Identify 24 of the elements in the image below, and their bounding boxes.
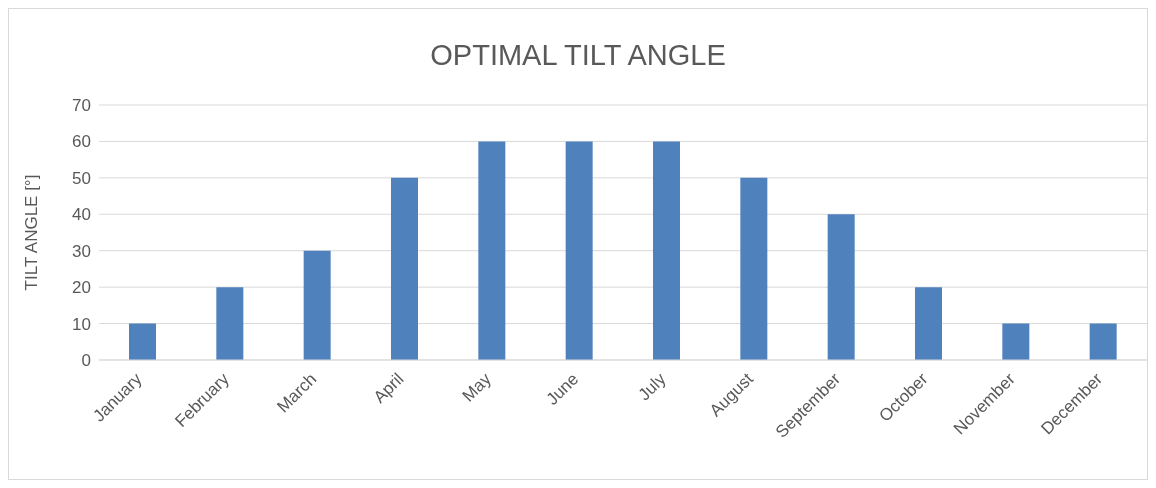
chart-title: OPTIMAL TILT ANGLE bbox=[429, 38, 727, 73]
y-tick-label: 30 bbox=[72, 241, 91, 261]
bar bbox=[1002, 323, 1030, 360]
y-tick-label: 10 bbox=[72, 314, 91, 334]
y-tick-label: 20 bbox=[72, 278, 91, 298]
bar bbox=[129, 323, 156, 360]
bar bbox=[1089, 323, 1117, 360]
y-axis-title: TILT ANGLE [°] bbox=[22, 174, 42, 291]
x-tick-label: May bbox=[458, 369, 496, 406]
bar bbox=[565, 141, 593, 360]
bar bbox=[216, 287, 244, 360]
bar bbox=[915, 287, 942, 360]
y-tick-label: 50 bbox=[72, 168, 91, 188]
y-tick-label: 60 bbox=[72, 132, 91, 152]
bar bbox=[653, 141, 680, 360]
bar bbox=[740, 177, 768, 360]
y-tick-label: 70 bbox=[72, 96, 91, 116]
bar bbox=[391, 177, 418, 360]
x-tick-label: July bbox=[634, 369, 670, 405]
bar bbox=[827, 214, 855, 360]
y-tick-label: 0 bbox=[81, 351, 91, 371]
bar bbox=[303, 250, 331, 360]
y-tick-label: 40 bbox=[72, 205, 91, 225]
bar bbox=[478, 141, 506, 360]
